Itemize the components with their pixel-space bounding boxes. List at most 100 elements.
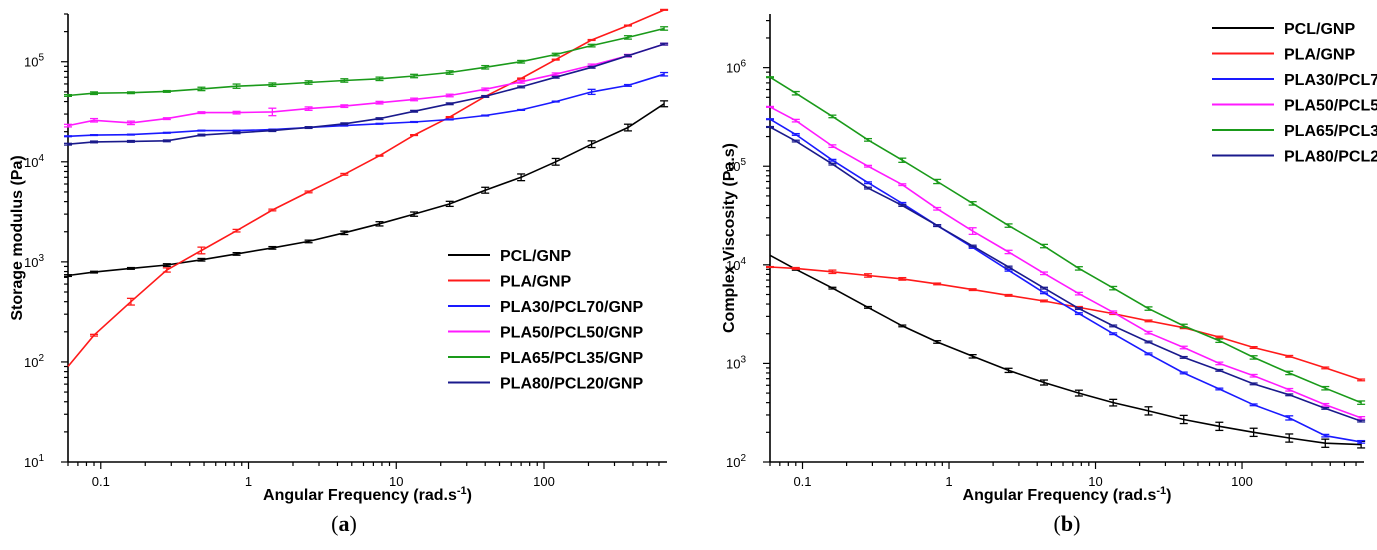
y-tick-label: 104: [24, 153, 44, 170]
chart-panel-b: 0.1 1 10 100 102 103 104 105 106 Angular Frequenc…: [721, 14, 1377, 536]
error-bar: [517, 79, 526, 84]
error-bar: [1109, 285, 1118, 291]
error-bar: [375, 117, 384, 121]
error-bar: [1357, 415, 1366, 420]
legend-label: PLA80/PCL20/GNP: [500, 376, 643, 393]
chart-panel-a: 0.1 1 10 100 101 102 103 104 105 Angular Frequenc…: [9, 8, 669, 536]
error-bar: [828, 162, 837, 166]
legend-label: PCL/GNP: [1284, 21, 1355, 38]
error-bar: [410, 97, 419, 102]
error-bar: [1109, 310, 1118, 315]
error-bar: [766, 76, 774, 79]
error-bar: [1074, 312, 1083, 316]
series-line: [67, 27, 665, 97]
error-bar: [1144, 340, 1153, 344]
x-tick-label: 10: [1088, 474, 1102, 489]
legend-label: PLA30/PCL70/GNP: [1284, 72, 1377, 89]
legend-label: PLA65/PCL35/GNP: [1284, 123, 1377, 140]
legend-label: PLA80/PCL20/GNP: [1284, 149, 1377, 166]
error-bar: [162, 267, 171, 273]
error-bar: [1285, 393, 1294, 397]
error-bar: [445, 102, 454, 106]
legend-item: PLA/GNP: [448, 274, 571, 291]
error-bar: [375, 154, 384, 157]
error-bar: [481, 87, 490, 92]
error-bar: [268, 107, 277, 117]
error-bar: [551, 72, 560, 77]
series-line: [769, 126, 1362, 422]
error-bar: [517, 85, 526, 89]
error-bar: [126, 120, 135, 126]
error-bar: [1144, 319, 1153, 323]
error-bar: [197, 86, 206, 92]
error-bar: [791, 132, 800, 136]
x-tick-label: 100: [1231, 474, 1253, 489]
y-axis-title: Storage modulus (Pa): [9, 155, 26, 320]
error-bar: [1179, 323, 1188, 329]
error-bar: [1249, 403, 1258, 407]
error-bar: [162, 263, 171, 267]
series-pla80-pcl20-gnp: [64, 42, 669, 146]
error-bar: [968, 244, 977, 248]
error-bar: [517, 77, 526, 80]
error-bar: [90, 270, 99, 274]
error-bar: [766, 265, 774, 269]
legend-label: PLA50/PCL50/GNP: [500, 325, 643, 342]
error-bar: [551, 58, 560, 61]
error-bar: [1004, 223, 1013, 228]
error-bar: [1074, 266, 1083, 271]
series-line: [67, 73, 665, 138]
error-bar: [1179, 414, 1188, 425]
error-bar: [1040, 299, 1049, 303]
error-bar: [340, 122, 349, 126]
legend-item: PLA/GNP: [1212, 47, 1355, 64]
error-bar: [791, 90, 800, 96]
error-bar: [968, 227, 977, 236]
series-line: [769, 118, 1362, 443]
error-bar: [1144, 352, 1153, 356]
x-tick-label: 100: [533, 474, 555, 489]
error-bar: [968, 353, 977, 359]
error-bar: [551, 157, 560, 166]
error-bar: [268, 129, 277, 133]
error-bar: [197, 257, 206, 262]
error-bar: [1144, 330, 1153, 335]
error-bar: [197, 246, 206, 255]
error-bar: [1004, 268, 1013, 272]
x-tick-label: 0.1: [793, 474, 811, 489]
error-bar: [1040, 243, 1049, 249]
error-bar: [304, 190, 313, 194]
error-bar: [1321, 406, 1330, 410]
error-bar: [340, 172, 349, 176]
x-tick-label: 1: [945, 474, 952, 489]
series-pla30-pcl70-gnp: [64, 71, 669, 138]
error-bar: [481, 114, 490, 117]
error-bar: [517, 59, 526, 64]
error-bar: [898, 324, 907, 328]
legend-item: PLA30/PCL70/GNP: [1212, 72, 1377, 89]
error-bar: [1004, 249, 1013, 255]
error-bar: [232, 129, 241, 132]
error-bar: [64, 135, 72, 138]
series-pla-gnp: [766, 265, 1366, 382]
error-bar: [1040, 271, 1049, 276]
error-bar: [766, 118, 774, 121]
error-bar: [1215, 368, 1224, 372]
error-bar: [551, 75, 560, 79]
error-bar: [162, 117, 171, 121]
series-pla50-pcl50-gnp: [64, 42, 669, 128]
error-bar: [232, 110, 241, 115]
x-tick-label: 1: [245, 474, 252, 489]
error-bar: [481, 64, 490, 70]
error-bar: [864, 305, 873, 309]
legend-item: PLA65/PCL35/GNP: [448, 350, 643, 367]
legend-item: PLA80/PCL20/GNP: [448, 376, 643, 393]
error-bar: [1109, 332, 1118, 336]
error-bar: [1040, 291, 1049, 295]
error-bar: [1179, 345, 1188, 350]
error-bar: [90, 133, 99, 137]
legend-label: PLA/GNP: [500, 274, 571, 291]
legend-label: PCL/GNP: [500, 248, 571, 265]
y-axis-title: Complex Viscosity (Pa.s): [721, 143, 738, 333]
